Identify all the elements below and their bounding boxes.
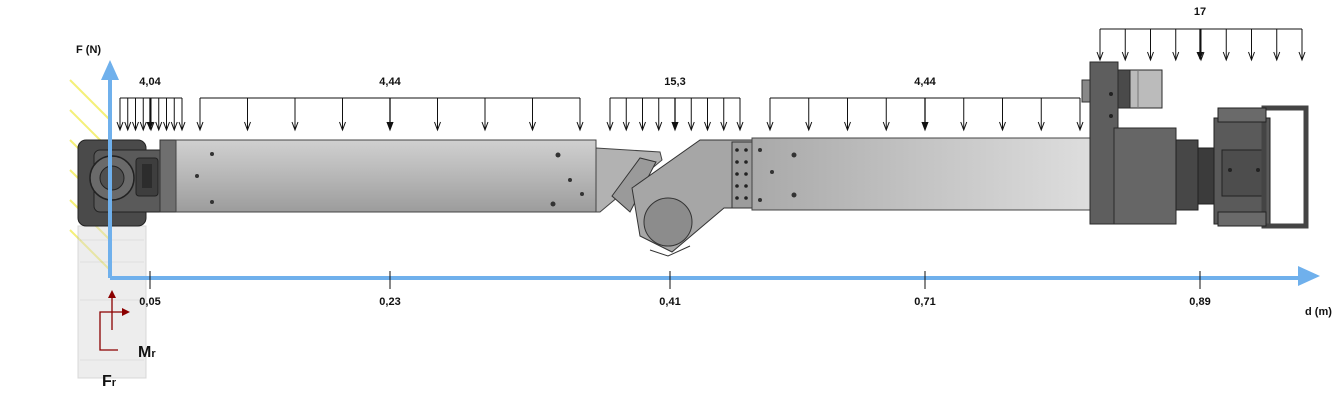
load-arrow-head xyxy=(339,121,346,132)
upper-arm-link xyxy=(159,139,663,213)
x-tick-label: 0,89 xyxy=(1189,296,1210,308)
load-arrow-head xyxy=(1222,51,1230,62)
load-arrow-head xyxy=(960,121,968,132)
load-arrow-head xyxy=(1121,51,1129,62)
load-value-label: 4,44 xyxy=(379,76,401,88)
load-arrow-head xyxy=(639,121,646,132)
load-arrow-head xyxy=(244,121,251,132)
load-arrow-head xyxy=(766,121,774,132)
load-arrow-head xyxy=(736,121,744,132)
load-resultant-head xyxy=(146,122,154,130)
load-arrow-head xyxy=(163,121,170,132)
load-arrow-head xyxy=(116,121,124,132)
load-value-label: 17 xyxy=(1194,6,1206,18)
x-axis-label: d (m) xyxy=(1305,306,1332,318)
load-arrow-head xyxy=(1037,121,1045,132)
load-arrow-head xyxy=(178,121,186,132)
y-axis-label: F (N) xyxy=(76,44,101,56)
load-arrow-head xyxy=(622,121,630,132)
reaction-force-label: Fr xyxy=(102,373,117,390)
x-tick-label: 0,23 xyxy=(379,296,400,308)
load-arrow-head xyxy=(1273,51,1281,62)
load-arrow-head xyxy=(687,121,695,132)
load-resultant-head xyxy=(671,122,679,130)
load-arrow-head xyxy=(434,121,441,132)
load-arrow-head xyxy=(481,121,489,132)
load-group-5 xyxy=(1096,28,1306,62)
load-resultant-head xyxy=(921,122,929,130)
x-tick-marks xyxy=(149,271,1201,289)
forearm-link xyxy=(751,137,1095,211)
load-group-1 xyxy=(116,97,186,132)
load-arrow-head xyxy=(1096,51,1104,62)
load-value-label: 4,44 xyxy=(914,76,936,88)
load-arrow-head xyxy=(1076,121,1084,132)
reaction-moment-label: Mr xyxy=(138,344,156,361)
load-value-label: 4,04 xyxy=(139,76,161,88)
x-tick-label: 0,05 xyxy=(139,296,160,308)
load-group-4 xyxy=(766,97,1084,132)
elbow-joint xyxy=(611,139,753,257)
distributed-loads xyxy=(116,28,1306,132)
load-group-3 xyxy=(606,97,744,132)
load-value-label: 15,3 xyxy=(664,76,685,88)
load-arrow-head xyxy=(844,121,851,132)
load-arrow-head xyxy=(291,121,299,132)
load-arrow-head xyxy=(1298,51,1306,62)
x-tick-label: 0,41 xyxy=(659,296,680,308)
load-arrow-head xyxy=(805,121,813,132)
load-arrow-head xyxy=(576,121,584,132)
load-arrow-head xyxy=(606,121,614,132)
load-arrow-head xyxy=(655,121,663,132)
y-axis xyxy=(101,60,119,278)
load-arrow-head xyxy=(1248,51,1255,62)
load-arrow-head xyxy=(1172,51,1180,62)
wrist-and-gripper xyxy=(1081,61,1309,229)
reaction-moment-arrow xyxy=(99,290,130,351)
load-arrow-head xyxy=(720,121,728,132)
load-group-2 xyxy=(196,97,584,132)
load-arrow-head xyxy=(196,121,204,132)
load-arrow-head xyxy=(1147,51,1154,62)
base-pedestal xyxy=(77,225,147,379)
load-arrow-head xyxy=(155,121,163,132)
load-resultant-head xyxy=(1196,52,1204,60)
load-arrow-head xyxy=(704,121,711,132)
x-axis xyxy=(110,266,1320,286)
load-arrow-head xyxy=(882,121,890,132)
load-arrow-head xyxy=(529,121,536,132)
load-arrow-head xyxy=(132,121,139,132)
load-arrow-head xyxy=(999,121,1006,132)
load-arrow-head xyxy=(124,121,132,132)
load-resultant-head xyxy=(386,122,394,130)
load-arrow-head xyxy=(139,121,147,132)
load-arrow-head xyxy=(170,121,178,132)
x-tick-label: 0,71 xyxy=(914,296,935,308)
